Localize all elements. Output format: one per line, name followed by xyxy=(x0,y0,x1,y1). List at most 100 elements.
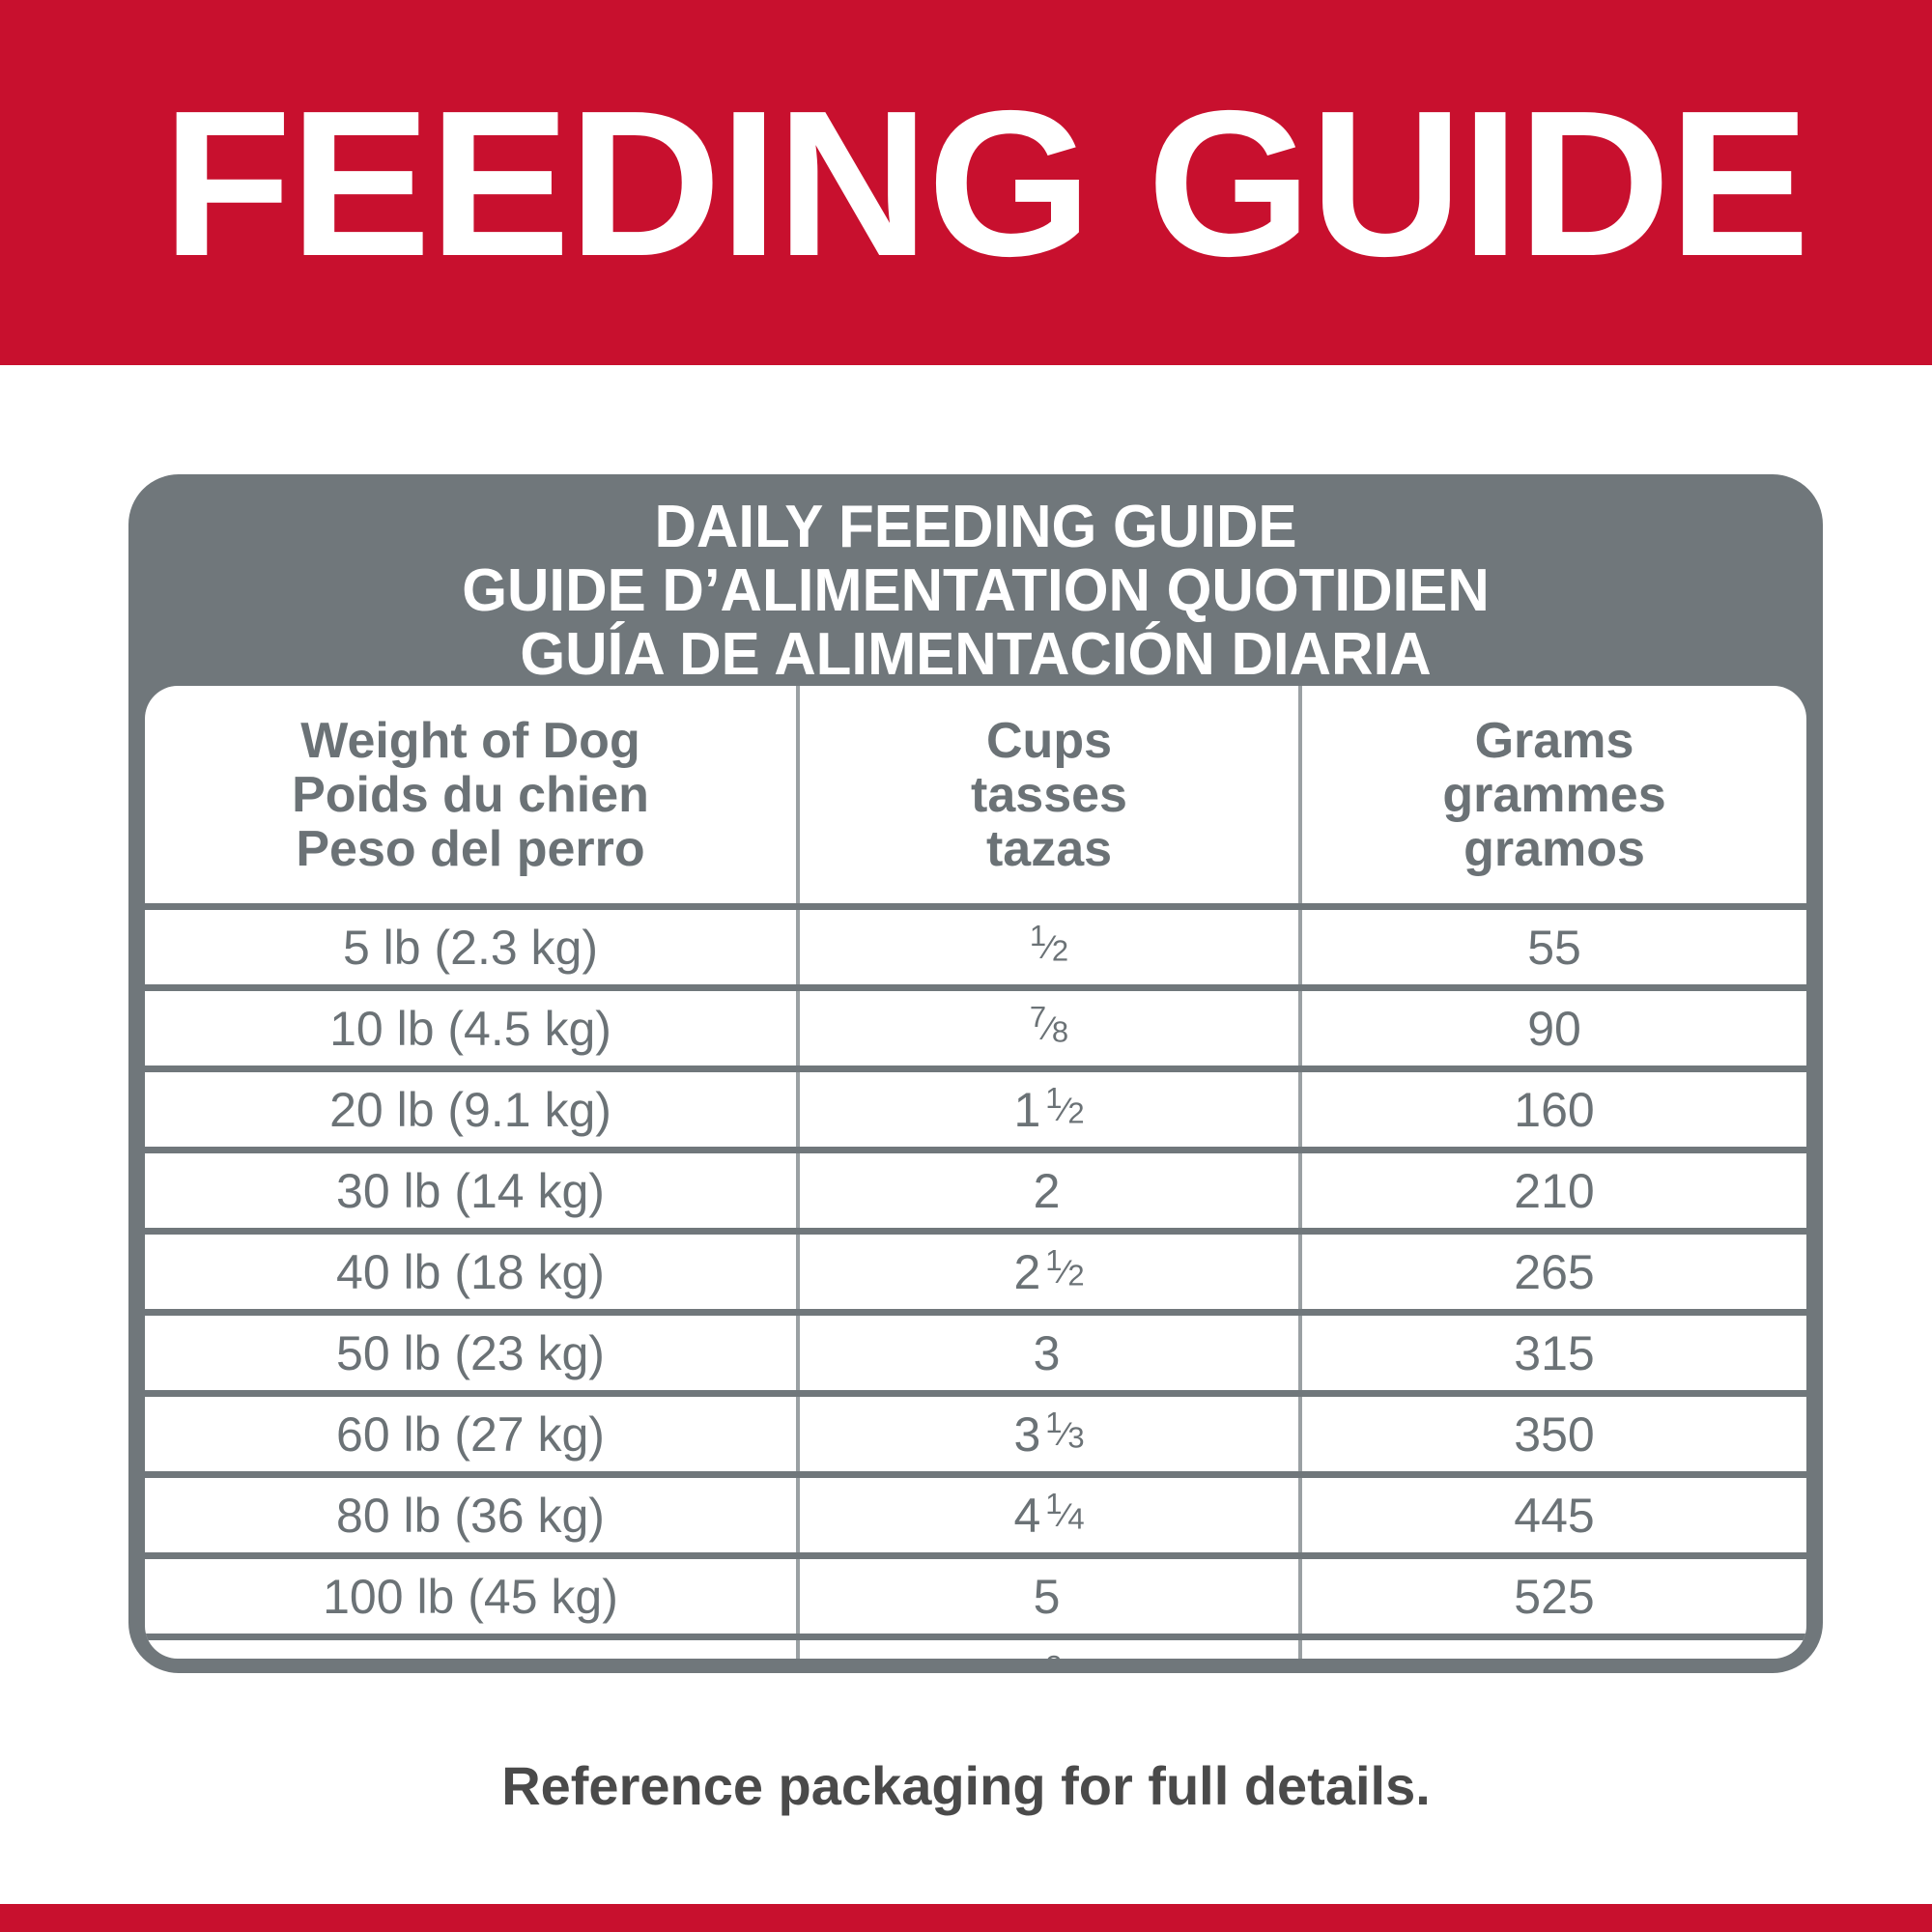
column-header-weight-fr: Poids du chien xyxy=(292,766,649,823)
feeding-table-panel: Weight of Dog Poids du chien Peso del pe… xyxy=(145,686,1806,1659)
daily-feeding-guide-card: DAILY FEEDING GUIDE GUIDE D’ALIMENTATION… xyxy=(128,474,1823,1673)
column-header-grams: Grams grammes gramos xyxy=(1298,686,1806,910)
table-row: 60 lb (27 kg) 3 1⁄3 350 xyxy=(145,1393,1806,1478)
feeding-guide-table: Weight of Dog Poids du chien Peso del pe… xyxy=(145,686,1806,1659)
fraction-denominator: 4 xyxy=(1067,1501,1085,1536)
fraction-denominator: 2 xyxy=(1067,1095,1085,1130)
fraction-numerator: 1 xyxy=(1045,1405,1063,1439)
cell-grams: 315 xyxy=(1298,1312,1806,1397)
column-header-cups-en: Cups xyxy=(986,712,1112,769)
cups-fraction: 1⁄2 xyxy=(1030,921,1068,965)
card-title-en: DAILY FEEDING GUIDE xyxy=(654,494,1297,560)
cell-weight: 5 lb (2.3 kg) xyxy=(145,906,798,991)
column-header-grams-fr: grammes xyxy=(1442,766,1666,823)
cups-fraction: 2⁄3 xyxy=(1045,1651,1084,1659)
card-title-fr: GUIDE D’ALIMENTATION QUOTIDIEN xyxy=(462,557,1490,624)
cell-weight: 50 lb (23 kg) xyxy=(145,1312,798,1397)
table-row: 80 lb (36 kg) 4 1⁄4 445 xyxy=(145,1474,1806,1559)
card-title-es: GUÍA DE ALIMENTACIÓN DIARIA xyxy=(520,621,1432,688)
cell-cups: 1 1⁄2 xyxy=(796,1068,1300,1153)
cups-whole-number: 1 xyxy=(1013,1083,1041,1138)
column-header-weight-es: Peso del perro xyxy=(296,820,645,877)
cell-cups: 5 2⁄3 xyxy=(796,1636,1300,1659)
cell-grams: 90 xyxy=(1298,987,1806,1072)
cups-fraction: 1⁄4 xyxy=(1045,1489,1084,1533)
cell-cups: 3 xyxy=(796,1312,1300,1397)
cell-weight: 100 lb (45 kg) xyxy=(145,1555,798,1640)
cups-whole-number: 3 xyxy=(1013,1407,1041,1463)
fraction-numerator: 7 xyxy=(1029,999,1047,1034)
table-row: 10 lb (4.5 kg) 7⁄8 90 xyxy=(145,987,1806,1072)
table-row: 40 lb (18 kg) 2 1⁄2 265 xyxy=(145,1231,1806,1316)
fraction-denominator: 2 xyxy=(1051,933,1069,968)
cups-fraction: 1⁄3 xyxy=(1045,1407,1084,1452)
cups-whole-number: 5 xyxy=(1013,1651,1040,1659)
cell-cups: 3 1⁄3 xyxy=(796,1393,1300,1478)
table-row: 5 lb (2.3 kg) 1⁄2 55 xyxy=(145,906,1806,991)
column-header-cups-es: tazas xyxy=(985,820,1113,877)
cups-whole-number: 2 xyxy=(1033,1163,1061,1218)
cell-grams: 210 xyxy=(1298,1150,1806,1235)
cell-weight: 20 lb (9.1 kg) xyxy=(145,1068,798,1153)
table-row: 30 lb (14 kg) 2 210 xyxy=(145,1150,1806,1235)
cell-cups: 2 xyxy=(796,1150,1300,1235)
cell-cups: 7⁄8 xyxy=(796,987,1300,1072)
table-row: 50 lb (23 kg) 3 315 xyxy=(145,1312,1806,1397)
table-row: 20 lb (9.1 kg) 1 1⁄2 160 xyxy=(145,1068,1806,1153)
fraction-slash: ⁄ xyxy=(1062,1415,1068,1453)
cups-fraction: 7⁄8 xyxy=(1030,1002,1068,1046)
fraction-numerator: 1 xyxy=(1045,1486,1063,1520)
cell-cups: 2 1⁄2 xyxy=(796,1231,1300,1316)
table-header: Weight of Dog Poids du chien Peso del pe… xyxy=(145,686,1806,910)
fraction-denominator: 2 xyxy=(1067,1258,1085,1293)
fraction-denominator: 8 xyxy=(1051,1014,1069,1049)
cell-grams: 265 xyxy=(1298,1231,1806,1316)
cups-whole-number: 4 xyxy=(1013,1489,1041,1544)
cell-grams: 55 xyxy=(1298,906,1806,991)
fraction-denominator: 3 xyxy=(1067,1420,1085,1455)
cell-weight: 120 lb (54 kg) xyxy=(145,1637,798,1659)
table-row: 100 lb (45 kg) 5 525 xyxy=(145,1555,1806,1640)
fraction-slash: ⁄ xyxy=(1062,1253,1068,1291)
bottom-accent-strip xyxy=(0,1904,1932,1932)
fraction-slash: ⁄ xyxy=(1062,1091,1068,1128)
cups-whole-number: 2 xyxy=(1013,1245,1041,1300)
fraction-slash: ⁄ xyxy=(1046,1009,1052,1047)
fraction-numerator: 1 xyxy=(1029,918,1047,952)
feeding-guide-banner: FEEDING GUIDE xyxy=(0,0,1932,365)
cups-whole-number: 5 xyxy=(1033,1569,1061,1624)
cell-grams: 445 xyxy=(1298,1474,1806,1559)
cups-fraction: 1⁄2 xyxy=(1045,1245,1084,1290)
cell-weight: 60 lb (27 kg) xyxy=(145,1393,798,1478)
cell-cups: 5 xyxy=(796,1555,1300,1640)
cell-grams: 525 xyxy=(1298,1555,1806,1640)
cell-cups: 1⁄2 xyxy=(796,906,1300,991)
fraction-numerator: 1 xyxy=(1045,1080,1063,1115)
cups-fraction: 1⁄2 xyxy=(1045,1083,1084,1127)
column-header-grams-es: gramos xyxy=(1463,820,1645,877)
fraction-slash: ⁄ xyxy=(1046,928,1052,966)
column-header-cups: Cups tasses tazas xyxy=(796,686,1300,910)
column-header-weight-en: Weight of Dog xyxy=(300,712,640,769)
cups-whole-number: 3 xyxy=(1033,1325,1061,1380)
cell-weight: 80 lb (36 kg) xyxy=(145,1474,798,1559)
card-title-block: DAILY FEEDING GUIDE GUIDE D’ALIMENTATION… xyxy=(128,474,1823,687)
column-header-grams-en: Grams xyxy=(1474,712,1634,769)
column-header-weight: Weight of Dog Poids du chien Peso del pe… xyxy=(145,686,798,910)
table-header-row: Weight of Dog Poids du chien Peso del pe… xyxy=(145,686,1806,910)
cell-weight: 30 lb (14 kg) xyxy=(145,1150,798,1235)
page-title: FEEDING GUIDE xyxy=(162,66,1810,299)
cell-cups: 4 1⁄4 xyxy=(796,1474,1300,1559)
cell-grams: 160 xyxy=(1298,1068,1806,1153)
cell-weight: 40 lb (18 kg) xyxy=(145,1231,798,1316)
fraction-numerator: 2 xyxy=(1045,1649,1062,1659)
column-header-cups-fr: tasses xyxy=(971,766,1127,823)
cell-grams: 595 xyxy=(1298,1636,1806,1659)
footnote-text: Reference packaging for full details. xyxy=(501,1755,1431,1816)
table-row: 120 lb (54 kg) 5 2⁄3 595 xyxy=(145,1636,1806,1659)
table-body: 5 lb (2.3 kg) 1⁄2 55 10 lb (4.5 kg) 7⁄8 90 20 … xyxy=(145,906,1806,1659)
cell-grams: 350 xyxy=(1298,1393,1806,1478)
fraction-numerator: 1 xyxy=(1045,1242,1063,1277)
cell-weight: 10 lb (4.5 kg) xyxy=(145,987,798,1072)
fraction-slash: ⁄ xyxy=(1062,1496,1068,1534)
